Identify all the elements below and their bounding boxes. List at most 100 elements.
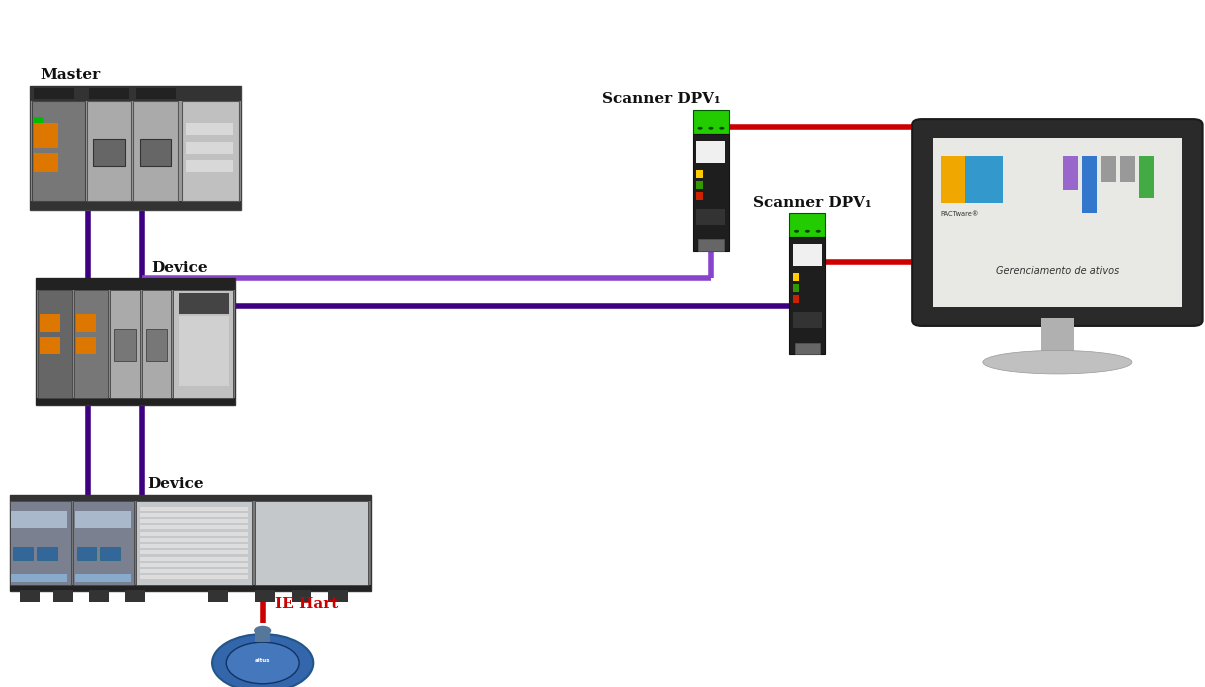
Text: Device: Device (152, 261, 208, 275)
Text: Gerenciamento de ativos: Gerenciamento de ativos (995, 266, 1119, 275)
Bar (696, 141, 725, 164)
Bar (125, 590, 146, 602)
Bar (693, 134, 729, 251)
Bar (36, 278, 235, 290)
Bar (36, 398, 235, 405)
Bar (113, 329, 135, 361)
Bar (146, 329, 167, 361)
Bar (36, 278, 235, 405)
Bar (186, 123, 233, 135)
FancyBboxPatch shape (912, 119, 1203, 326)
Bar (696, 192, 703, 200)
Bar (36, 547, 57, 560)
Bar (292, 590, 311, 602)
Bar (1119, 156, 1135, 182)
Bar (793, 295, 799, 303)
Bar (1100, 156, 1116, 182)
Bar (100, 547, 119, 560)
Bar (10, 585, 371, 591)
Bar (140, 550, 248, 554)
Bar (34, 123, 58, 148)
Bar (10, 502, 71, 585)
Bar (140, 507, 248, 510)
Bar (89, 89, 129, 100)
Circle shape (212, 634, 313, 687)
Bar (1041, 318, 1074, 357)
Bar (1139, 156, 1153, 198)
Text: Master: Master (41, 69, 101, 82)
Bar (30, 86, 241, 210)
Bar (34, 153, 58, 172)
Bar (140, 563, 248, 567)
Bar (693, 110, 729, 134)
Bar (140, 576, 248, 579)
Bar (140, 556, 248, 561)
Bar (110, 290, 140, 398)
Bar (793, 244, 822, 267)
Bar (34, 117, 43, 123)
Bar (76, 314, 96, 332)
Text: IE Hart: IE Hart (275, 597, 337, 611)
Circle shape (794, 230, 799, 233)
Circle shape (719, 127, 724, 130)
Bar (174, 290, 233, 398)
Bar (30, 201, 241, 210)
Bar (53, 590, 72, 602)
Bar (140, 532, 248, 536)
Bar (208, 590, 229, 602)
Bar (1063, 156, 1077, 190)
Bar (140, 544, 248, 548)
Bar (76, 337, 96, 354)
Bar (255, 590, 275, 602)
Bar (10, 495, 371, 502)
Bar (75, 574, 130, 582)
Bar (186, 160, 233, 172)
Ellipse shape (983, 350, 1131, 374)
Bar (94, 139, 125, 166)
Bar (40, 337, 60, 354)
Bar (789, 237, 825, 354)
Bar (789, 213, 825, 237)
Bar (255, 632, 270, 642)
Circle shape (698, 127, 703, 130)
Circle shape (254, 626, 271, 635)
Bar (140, 139, 171, 166)
Bar (180, 293, 229, 314)
Bar (33, 101, 84, 201)
Bar (12, 574, 67, 582)
Text: PACTware®: PACTware® (941, 211, 980, 217)
Bar (39, 290, 72, 398)
Bar (140, 519, 248, 523)
Bar (135, 89, 176, 100)
Bar (141, 290, 171, 398)
Bar (140, 526, 248, 529)
Bar (30, 86, 241, 101)
Bar (793, 312, 822, 328)
Bar (40, 314, 60, 332)
Circle shape (805, 230, 810, 233)
Bar (186, 142, 233, 154)
Circle shape (816, 230, 821, 233)
Text: Device: Device (147, 477, 204, 491)
Bar (696, 209, 725, 225)
Bar (20, 590, 41, 602)
Bar (140, 569, 248, 573)
Text: altus: altus (255, 657, 270, 662)
Bar (87, 101, 131, 201)
Bar (1082, 156, 1097, 214)
Bar (74, 290, 107, 398)
Bar (180, 317, 229, 386)
Bar (698, 240, 723, 251)
Bar (793, 284, 799, 292)
Bar (77, 547, 96, 560)
Bar (12, 511, 67, 528)
Circle shape (227, 642, 299, 684)
Bar (140, 513, 248, 517)
Bar (941, 156, 995, 203)
Text: Scanner DPV₁: Scanner DPV₁ (753, 196, 871, 210)
Bar (140, 538, 248, 542)
Bar (696, 170, 703, 177)
Bar (89, 590, 110, 602)
Bar (34, 89, 75, 100)
Bar (965, 156, 1003, 203)
